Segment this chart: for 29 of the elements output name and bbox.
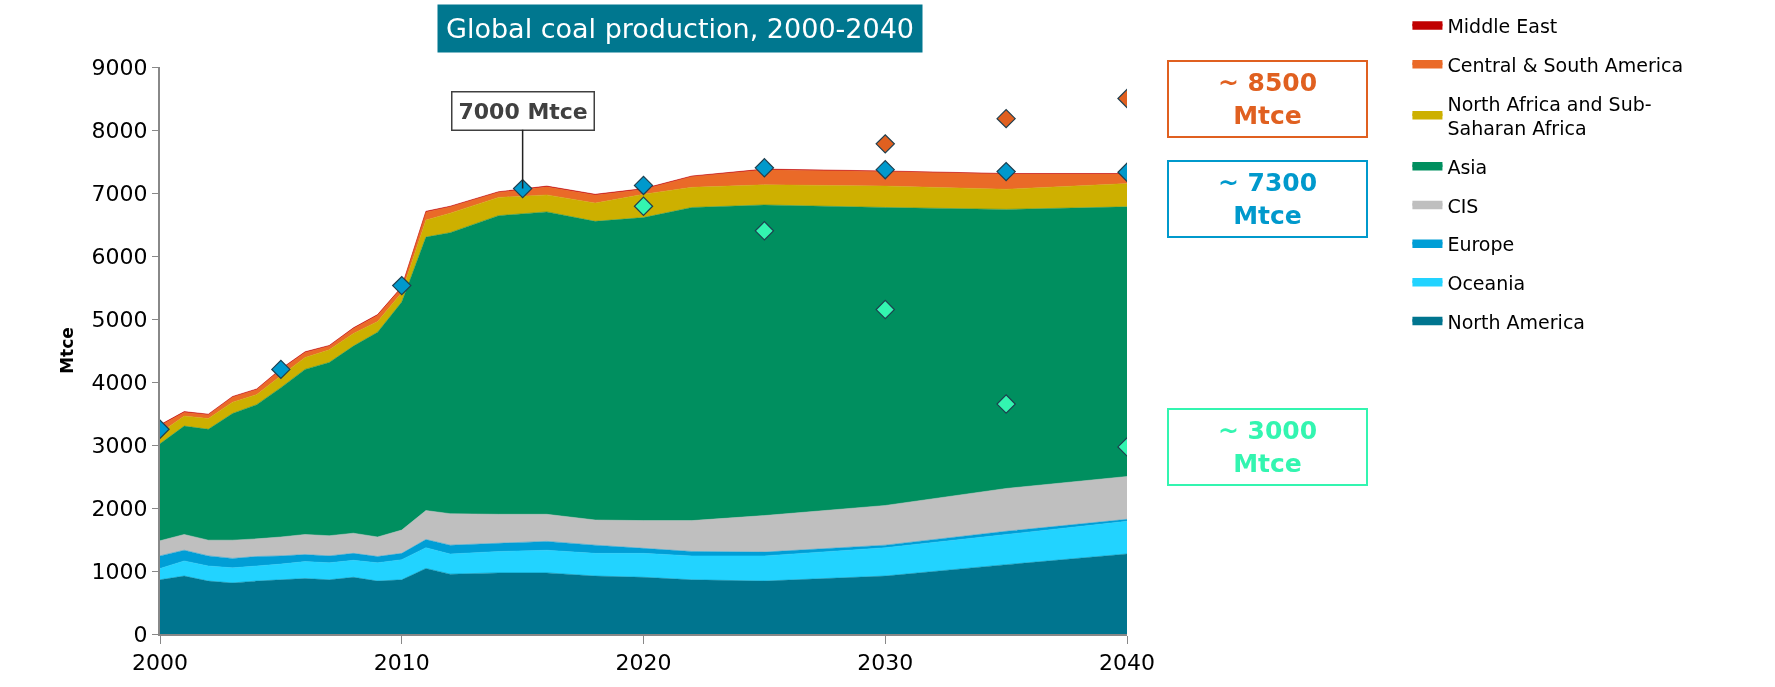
y-tick-label: 3000 bbox=[91, 432, 148, 458]
text: ~ 3000 Mtce bbox=[1217, 416, 1318, 478]
chart-title: Global coal production, 2000-2040 bbox=[446, 13, 915, 44]
legend-label: Asia bbox=[1447, 155, 1488, 178]
legend-label: Central & South America bbox=[1447, 53, 1684, 76]
y-tick-label: 6000 bbox=[91, 243, 148, 269]
y-tick-label: 1000 bbox=[91, 558, 148, 584]
x-tick-label: 2020 bbox=[615, 650, 672, 676]
y-tick-label: 0 bbox=[133, 621, 148, 647]
legend-label: North America bbox=[1447, 310, 1585, 333]
x-tick-label: 2010 bbox=[373, 650, 430, 676]
legend-label: CIS bbox=[1447, 194, 1479, 217]
x-tick-label: 2030 bbox=[857, 650, 914, 676]
x-tick-label: 2000 bbox=[132, 650, 188, 676]
x-tick-label: 2040 bbox=[1099, 650, 1155, 676]
legend-label: Oceania bbox=[1447, 272, 1526, 295]
y-tick-label: 9000 bbox=[91, 54, 148, 80]
y-tick-label: 2000 bbox=[91, 495, 148, 521]
y-tick-label: 4000 bbox=[91, 369, 148, 395]
y-tick-label: 8000 bbox=[91, 117, 148, 143]
legend-label: Europe bbox=[1447, 233, 1515, 256]
text: ~ 7300 Mtce bbox=[1217, 168, 1318, 230]
annotation: 7000 Mtce bbox=[458, 98, 588, 124]
y-tick-label: 5000 bbox=[91, 306, 148, 332]
y-axis-title: Mtce bbox=[56, 327, 77, 374]
legend-label: North Africa and Sub-Saharan Africa bbox=[1447, 92, 1652, 140]
y-tick-label: 7000 bbox=[91, 180, 148, 206]
legend-label: Middle East bbox=[1447, 15, 1558, 38]
text: ~ 8500 Mtce bbox=[1217, 68, 1318, 130]
